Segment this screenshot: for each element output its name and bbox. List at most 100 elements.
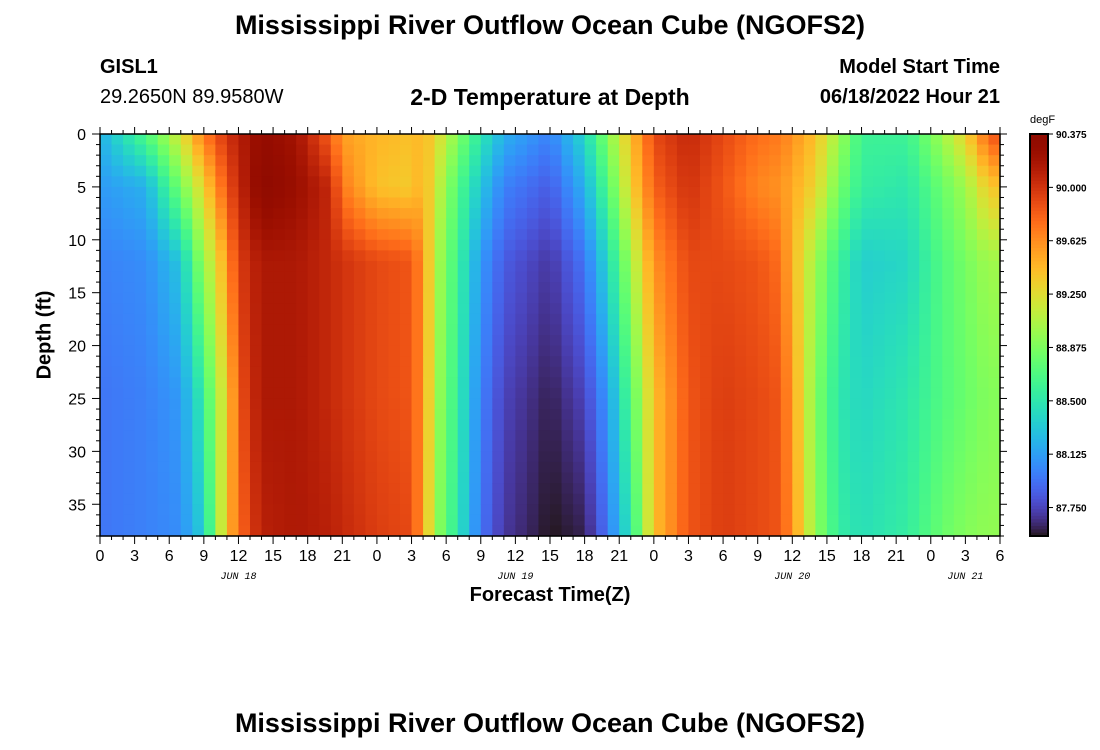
heatmap-cell <box>376 440 390 452</box>
heatmap-cell <box>538 313 551 326</box>
colorbar-segment <box>1030 140 1048 145</box>
heatmap-cell <box>296 345 309 357</box>
heatmap-cell <box>180 472 193 484</box>
heatmap-cell <box>100 324 113 336</box>
heatmap-cell <box>100 430 113 442</box>
heatmap-cell <box>400 335 413 347</box>
heatmap-cell <box>157 282 170 294</box>
heatmap-cell <box>607 144 620 156</box>
heatmap-cell <box>203 144 216 156</box>
heatmap-cell <box>192 218 205 230</box>
heatmap-cell <box>907 229 920 241</box>
heatmap-cell <box>284 409 297 421</box>
heatmap-cell <box>457 493 470 505</box>
heatmap-cell <box>330 208 343 220</box>
heatmap-cell <box>780 398 793 410</box>
heatmap-cell <box>169 186 182 199</box>
heatmap-cell <box>838 229 851 241</box>
heatmap-cell <box>584 176 597 188</box>
heatmap-cell <box>815 292 828 304</box>
heatmap-cell <box>676 176 690 188</box>
heatmap-cell <box>988 197 1001 209</box>
heatmap-cell <box>919 514 932 527</box>
heatmap-cell <box>930 229 943 241</box>
heatmap-cell <box>757 208 770 220</box>
heatmap-cell <box>100 483 113 495</box>
heatmap-cell <box>769 525 782 537</box>
heatmap-cell <box>376 197 390 209</box>
station-coordinates: 29.2650N 89.9580W <box>100 86 284 108</box>
heatmap-cell <box>538 430 551 442</box>
heatmap-cell <box>550 472 563 484</box>
heatmap-cell <box>919 282 932 294</box>
heatmap-cell <box>203 514 216 527</box>
colorbar-segment <box>1030 529 1048 534</box>
heatmap-cell <box>192 260 205 273</box>
heatmap-cell <box>746 419 759 431</box>
heatmap-cell <box>146 356 159 368</box>
heatmap-cell <box>215 313 228 326</box>
heatmap-cell <box>330 387 343 400</box>
heatmap-cell <box>215 504 228 516</box>
heatmap-cell <box>919 218 932 230</box>
heatmap-cell <box>907 451 920 463</box>
heatmap-cell <box>919 197 932 209</box>
heatmap-cell <box>492 197 505 209</box>
heatmap-cell <box>273 504 286 516</box>
heatmap-cell <box>884 155 897 167</box>
heatmap-cell <box>307 186 320 199</box>
heatmap-cell <box>146 155 159 167</box>
heatmap-cell <box>642 144 655 156</box>
heatmap-cell <box>480 419 493 431</box>
heatmap-cell <box>169 218 182 230</box>
heatmap-cell <box>988 335 1001 347</box>
heatmap-cell <box>134 345 147 357</box>
heatmap-cell <box>503 525 516 537</box>
heatmap-cell <box>930 335 943 347</box>
heatmap-cell <box>965 176 978 188</box>
heatmap-cell <box>238 292 251 304</box>
heatmap-cell <box>688 483 701 495</box>
heatmap-cell <box>942 292 955 304</box>
heatmap-cell <box>261 218 274 230</box>
heatmap-cell <box>307 451 320 463</box>
heatmap-cell <box>930 451 943 463</box>
heatmap-cell <box>884 398 897 410</box>
colorbar-frame <box>1029 133 1049 537</box>
heatmap-cell <box>907 345 920 357</box>
heatmap-cell <box>146 134 159 146</box>
heatmap-cell <box>353 409 366 421</box>
heatmap-cell <box>400 165 413 177</box>
heatmap-cell <box>826 430 840 442</box>
heatmap-cell <box>642 303 655 315</box>
heatmap-cell <box>503 377 516 389</box>
heatmap-cell <box>111 440 124 452</box>
heatmap-cell <box>376 239 390 251</box>
heatmap-cell <box>769 155 782 167</box>
heatmap-cell <box>261 377 274 389</box>
heatmap-cell <box>850 451 863 463</box>
heatmap-cell <box>930 504 943 516</box>
heatmap-cell <box>215 483 228 495</box>
heatmap-cell <box>100 398 113 410</box>
colorbar-segment <box>1030 345 1048 349</box>
heatmap-cell <box>307 144 320 156</box>
heatmap-cell <box>492 250 505 262</box>
heatmap-cell <box>930 514 943 527</box>
heatmap-cell <box>757 239 770 251</box>
heatmap-cell <box>111 451 124 463</box>
heatmap-cell <box>238 176 251 188</box>
heatmap-cell <box>226 440 240 452</box>
heatmap-cell <box>353 260 366 273</box>
heatmap-cell <box>388 324 401 336</box>
heatmap-cell <box>838 430 851 442</box>
heatmap-cell <box>665 387 678 400</box>
heatmap-cell <box>307 282 320 294</box>
heatmap-cell <box>411 514 424 527</box>
heatmap-cell <box>965 430 978 442</box>
heatmap-cell <box>180 229 193 241</box>
heatmap-cell <box>203 409 216 421</box>
heatmap-cell <box>780 313 793 326</box>
heatmap-cell <box>838 483 851 495</box>
heatmap-cell <box>169 472 182 484</box>
